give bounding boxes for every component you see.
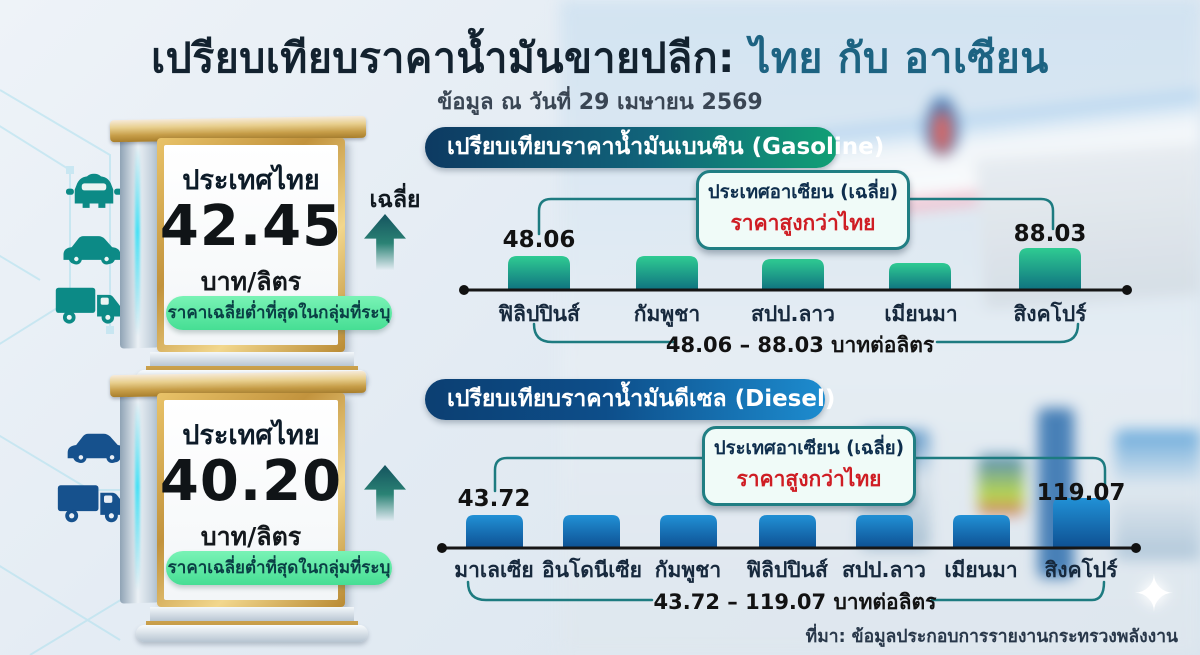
range-brackets <box>532 322 1080 344</box>
callout-note: ราคาสูงกว่าไทย <box>736 467 882 491</box>
source-note: ที่มา: ข้อมูลประกอบการรายงานกระทรวงพลังง… <box>805 627 1178 647</box>
price-range-label: 43.72 – 119.07 บาทต่อลิตร <box>653 590 937 614</box>
range-brackets <box>466 580 1106 602</box>
callout-brackets <box>493 456 1107 493</box>
truck-icon <box>55 287 122 324</box>
category-label: มาเลเซีย <box>454 558 534 582</box>
category-label: สปป.ลาว <box>842 558 926 582</box>
sedan-icon <box>63 236 121 265</box>
category-label: กัมพูชา <box>633 302 701 326</box>
min-value-label: 43.72 <box>457 486 531 512</box>
asean-average-callout: ประเทศอาเซียน (เฉลี่ย) ราคาสูงกว่าไทย <box>702 426 916 506</box>
average-label: เฉลี่ย <box>369 187 421 213</box>
up-arrow-icon <box>364 214 406 270</box>
truck-icon <box>57 485 126 523</box>
price-range-label: 48.06 – 88.03 บาทต่อลิตร <box>665 333 935 357</box>
category-label: สิงคโปร์ <box>1013 302 1087 326</box>
callout-title: ประเทศอาเซียน (เฉลี่ย) <box>713 438 905 459</box>
fuel-pump <box>978 455 1024 515</box>
page-subtitle: ข้อมูล ณ วันที่ 29 เมษายน 2569 <box>437 90 763 115</box>
board-price-unit: บาท/ลิตร <box>200 522 302 551</box>
thailand-diesel-board: ประเทศไทย 40.20 บาท/ลิตร ราคาเฉลี่ยต่ำที… <box>40 370 470 642</box>
sign-base-trim <box>146 366 358 370</box>
gasoline-section-header: เปรียบเทียบราคาน้ำมันเบนซิน (Gasoline) <box>425 127 884 168</box>
axis-line <box>459 285 1132 295</box>
category-label: เมียนมา <box>884 302 958 326</box>
up-arrow-icon <box>364 465 406 521</box>
asean-average-callout: ประเทศอาเซียน (เฉลี่ย) ราคาสูงกว่าไทย <box>696 170 910 250</box>
canopy-column <box>1038 408 1074 578</box>
category-label: ฟิลิปปินส์ <box>746 558 828 582</box>
board-country: ประเทศไทย <box>182 165 320 196</box>
sign-base <box>150 607 354 621</box>
gasoline-chart <box>459 197 1132 344</box>
board-price: 42.45 <box>159 194 343 259</box>
lowest-price-badge: ราคาเฉลี่ยต่ำที่สุดในกลุ่มที่ระบุ <box>166 296 392 330</box>
diesel-chart <box>437 456 1141 602</box>
max-value-label: 119.07 <box>1036 480 1126 506</box>
board-price-unit: บาท/ลิตร <box>200 267 302 296</box>
diesel-section-header: เปรียบเทียบราคาน้ำมันดีเซล (Diesel) <box>425 379 835 420</box>
category-label: สปป.ลาว <box>751 302 835 326</box>
station-logo-blob <box>925 96 959 156</box>
min-value-label: 48.06 <box>502 227 576 253</box>
lowest-price-badge: ราคาเฉลี่ยต่ำที่สุดในกลุ่มที่ระบุ <box>166 551 392 585</box>
gasoline-bars <box>508 248 1081 290</box>
axis-line <box>437 543 1141 553</box>
thailand-gasoline-board: ประเทศไทย 42.45 บาท/ลิตร ราคาเฉลี่ยต่ำที… <box>40 115 470 387</box>
max-value-label: 88.03 <box>1013 221 1087 247</box>
sign-base <box>150 352 354 366</box>
sparkle-icon: ✦ <box>1133 565 1175 623</box>
diesel-bars <box>466 498 1110 548</box>
fuel-pump <box>1115 430 1200 560</box>
title-main: เปรียบเทียบราคาน้ำมันขายปลีก: <box>151 34 735 82</box>
category-label: ฟิลิปปินส์ <box>498 302 580 326</box>
category-label: กัมพูชา <box>654 558 722 582</box>
sign-pillar <box>120 127 160 349</box>
category-label: สิงคโปร์ <box>1044 558 1118 582</box>
suv-icon <box>66 173 122 208</box>
pillar-glow <box>135 401 140 591</box>
sign-pillar <box>120 382 160 604</box>
pillar-glow <box>135 146 140 336</box>
title-accent: ไทย กับ อาเซียน <box>734 34 1049 82</box>
page-title: เปรียบเทียบราคาน้ำมันขายปลีก: ไทย กับ อา… <box>0 26 1200 91</box>
board-price: 40.20 <box>159 449 343 514</box>
sign-pedestal <box>136 625 368 642</box>
sign-base-trim <box>146 621 358 625</box>
category-label: อินโดนีเซีย <box>542 558 642 582</box>
category-label: เมียนมา <box>944 558 1018 582</box>
callout-title: ประเทศอาเซียน (เฉลี่ย) <box>707 182 899 203</box>
callout-brackets <box>537 197 1055 236</box>
sedan-icon <box>67 433 127 463</box>
callout-note: ราคาสูงกว่าไทย <box>730 211 876 235</box>
board-country: ประเทศไทย <box>182 420 320 451</box>
